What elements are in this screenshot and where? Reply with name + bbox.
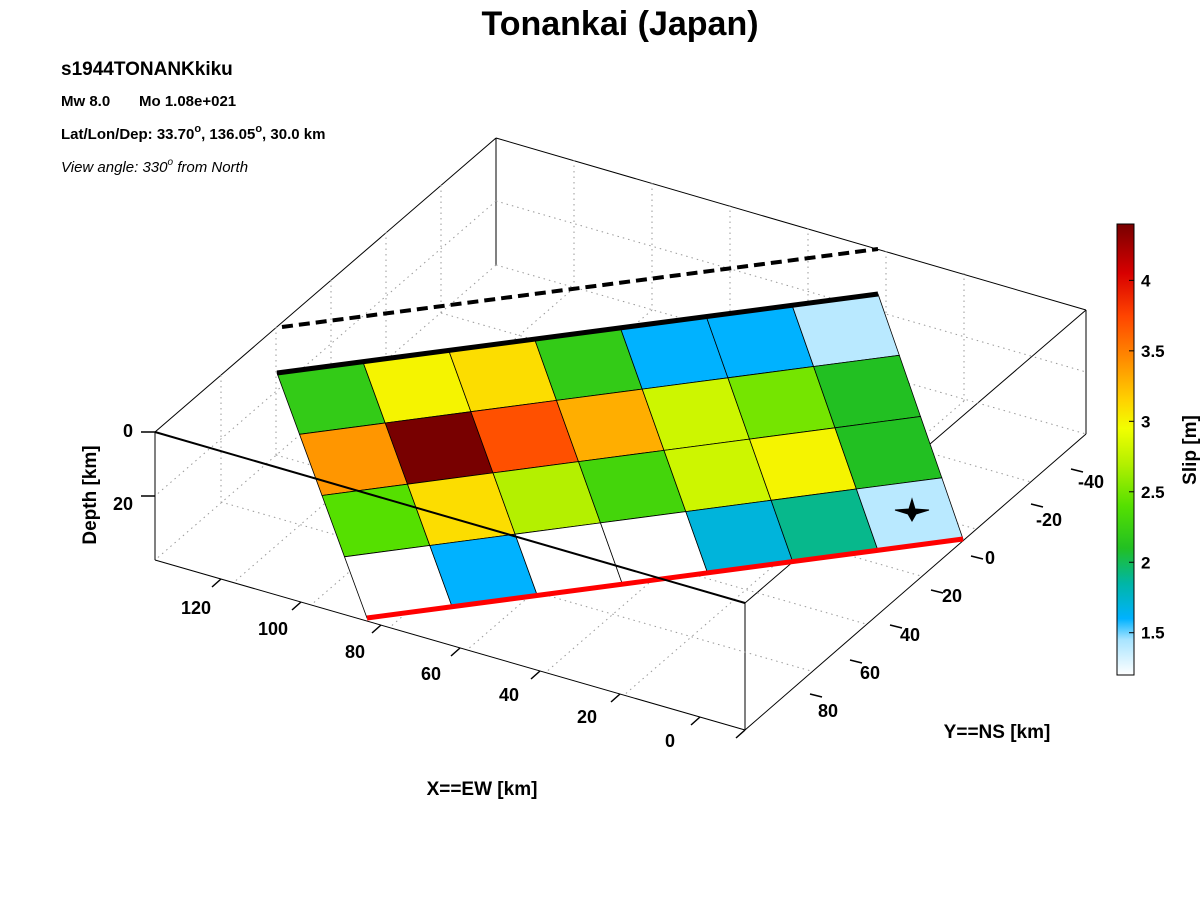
x-tick-label: 40 [499, 685, 519, 705]
y-tick-label: -20 [1036, 510, 1062, 530]
fault-top-edge [276, 291, 879, 376]
colorbar-tick-label: 2.5 [1141, 483, 1165, 502]
hypocenter-location: Lat/Lon/Dep: 33.70o, 136.05o, 30.0 km [61, 123, 325, 143]
depth-tick-label: 20 [113, 494, 133, 514]
box-edge [154, 137, 497, 433]
degree-mark: o [255, 123, 262, 135]
y-tick-label: -40 [1078, 472, 1104, 492]
x-axis-label: X==EW [km] [427, 779, 538, 800]
event-id: s1944TONANKkiku [61, 59, 233, 80]
depth-axis-label: Depth [km] [80, 445, 101, 544]
y-tick-label: 20 [942, 586, 962, 606]
y-tick-label: 80 [818, 701, 838, 721]
colorbar-tick-label: 4 [1141, 271, 1151, 290]
box-front-edge [154, 431, 746, 604]
seismic-moment: Mo 1.08e+021 [139, 93, 236, 110]
view-angle-ref: from North [173, 159, 248, 176]
y-tick-label: 0 [985, 548, 995, 568]
colorbar-tick-label: 3 [1141, 412, 1150, 431]
box-edge [495, 137, 1087, 311]
location-lon: , 136.05 [201, 126, 255, 143]
y-tick-label: 60 [860, 663, 880, 683]
colorbar-tick-label: 3.5 [1141, 342, 1165, 361]
x-tick-label: 60 [421, 664, 441, 684]
degree-mark: o [167, 157, 173, 168]
x-tick-label: 80 [345, 642, 365, 662]
depth-tick-label: 0 [123, 421, 133, 441]
y-tick-label: 40 [900, 625, 920, 645]
colorbar-label: Slip [m] [1180, 415, 1200, 485]
chart-title: Tonankai (Japan) [481, 5, 758, 43]
colorbar-tick-label: 1.5 [1141, 624, 1165, 643]
box-edge [154, 559, 746, 731]
x-tick-label: 20 [577, 707, 597, 727]
fault-bottom-edge [366, 536, 964, 621]
box-edge [744, 433, 1087, 731]
x-tick-label: 120 [181, 598, 211, 618]
location-lat: Lat/Lon/Dep: 33.70 [61, 126, 194, 143]
colorbar-ticks: 1.5 2 2.5 3 3.5 4 [1129, 271, 1165, 643]
view-angle: View angle: 330o from North [61, 157, 248, 176]
y-ticks [809, 468, 1084, 698]
x-tick-label: 0 [665, 731, 675, 751]
view-angle-value: View angle: 330 [61, 159, 168, 176]
colorbar-tick-label: 2 [1141, 553, 1150, 572]
fault-trace-surface-projection [281, 247, 879, 329]
slip-patches [276, 293, 964, 619]
y-axis-label: Y==NS [km] [944, 722, 1051, 743]
x-ticks [211, 578, 746, 739]
hypocenter-star [894, 497, 930, 523]
x-tick-label: 100 [258, 619, 288, 639]
degree-mark: o [194, 123, 201, 135]
location-dep: , 30.0 km [262, 126, 325, 143]
magnitude-mw: Mw 8.0 [61, 93, 110, 110]
colorbar [1116, 223, 1135, 676]
